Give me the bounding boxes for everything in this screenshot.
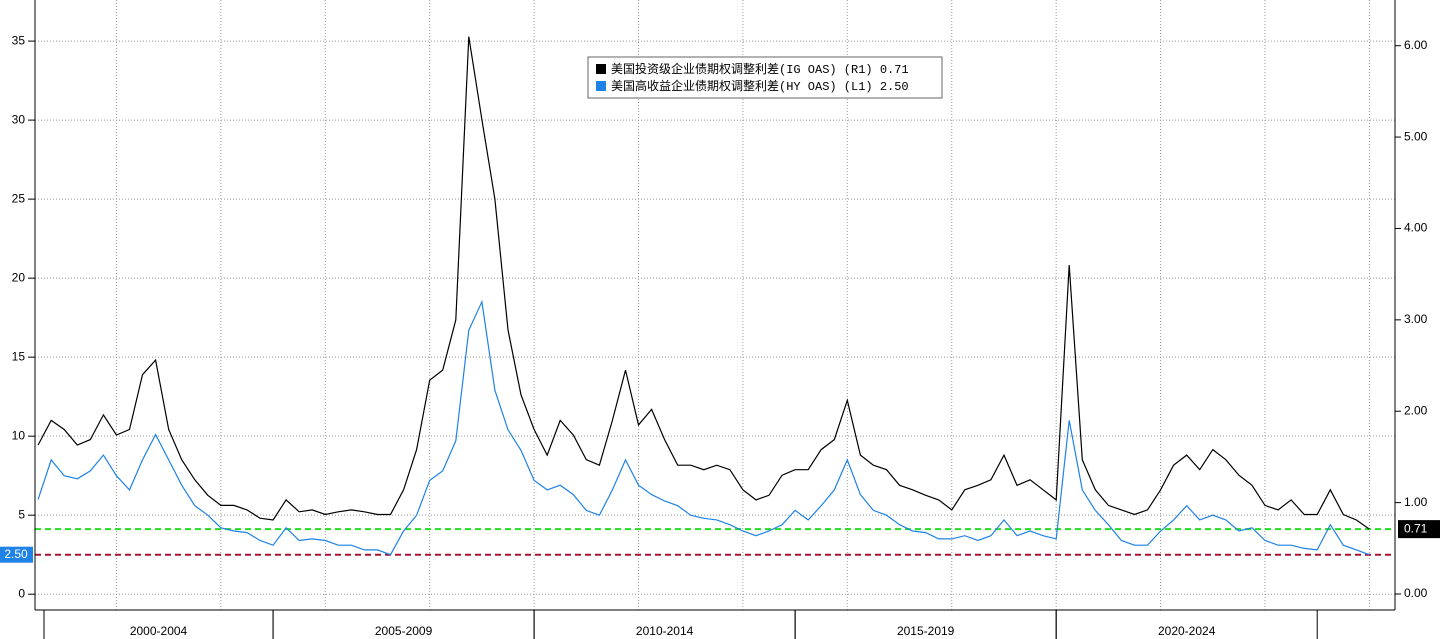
y2-tick-label: 2.00 — [1404, 403, 1428, 417]
y-tick-label: 30 — [12, 112, 26, 126]
series-line — [37, 299, 1370, 556]
legend-value: 2.50 — [880, 80, 909, 94]
x-period-label: 2000-2004 — [130, 624, 188, 638]
legend-swatch — [596, 64, 606, 74]
y-tick-label: 35 — [12, 33, 26, 47]
y2-tick-label: 5.00 — [1404, 129, 1428, 143]
x-period-label: 2010-2014 — [636, 624, 694, 638]
y-tick-label: 5 — [18, 507, 25, 521]
y-tick-label: 10 — [12, 428, 26, 442]
axes: 0 5 10 15 20 25 30 35 0.00 1.00 2.00 3.00 4.00 5.00 6.… — [12, 0, 1428, 639]
legend-name: 美国投资级企业债期权调整利差(IG OAS) (R1) — [611, 61, 873, 77]
legend: 美国投资级企业债期权调整利差(IG OAS) (R1) 0.71 美国高收益企业… — [587, 56, 943, 99]
y-tick-label: 25 — [12, 191, 26, 205]
legend-value: 0.71 — [880, 63, 909, 77]
y2-tick-label: 0.00 — [1404, 586, 1428, 600]
x-period-label: 2015-2019 — [897, 624, 955, 638]
y-tick-label: 15 — [12, 349, 26, 363]
legend-entry: 美国投资级企业债期权调整利差(IG OAS) (R1) 0.71 — [611, 61, 909, 77]
plot — [35, 36, 1395, 556]
y2-tick-label: 3.00 — [1404, 312, 1428, 326]
last-value-box — [0, 546, 33, 563]
x-period-label: 2005-2009 — [375, 624, 433, 638]
last-value-label: 0.71 — [1404, 521, 1428, 535]
legend-box — [587, 56, 943, 99]
x-period-label: 2020-2024 — [1158, 624, 1216, 638]
last-value-label: 2.50 — [4, 547, 28, 561]
series-line — [37, 36, 1370, 530]
y2-tick-label: 4.00 — [1404, 221, 1428, 235]
y2-tick-label: 6.00 — [1404, 38, 1428, 52]
legend-swatch — [596, 81, 606, 91]
last-value-box — [1398, 520, 1440, 539]
y2-tick-label: 1.00 — [1404, 495, 1428, 509]
legend-name: 美国高收益企业债期权调整利差(HY OAS) (L1) — [611, 78, 873, 94]
y-tick-label: 20 — [12, 270, 26, 284]
y-tick-label: 0 — [18, 586, 25, 600]
legend-entry: 美国高收益企业债期权调整利差(HY OAS) (L1) 2.50 — [611, 78, 909, 94]
